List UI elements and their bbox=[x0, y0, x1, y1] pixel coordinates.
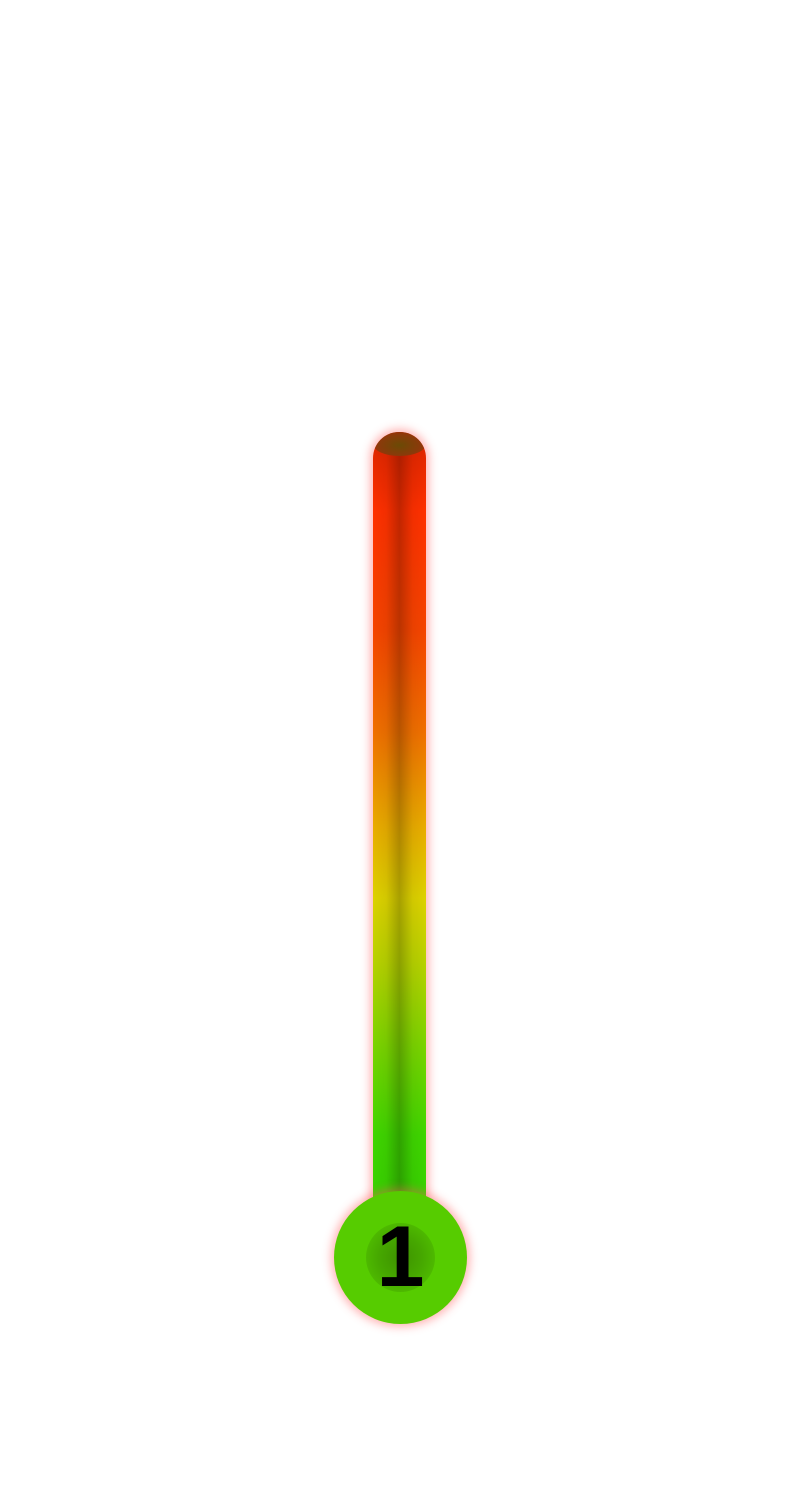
tube-shading bbox=[373, 432, 426, 1222]
meter-value-label: 1 bbox=[376, 1209, 425, 1305]
thermometer-tube bbox=[373, 432, 426, 1222]
bulb-core bbox=[366, 1223, 435, 1292]
thermometer-bulb: 1 bbox=[334, 1191, 467, 1324]
tube-top-cap bbox=[373, 432, 426, 456]
